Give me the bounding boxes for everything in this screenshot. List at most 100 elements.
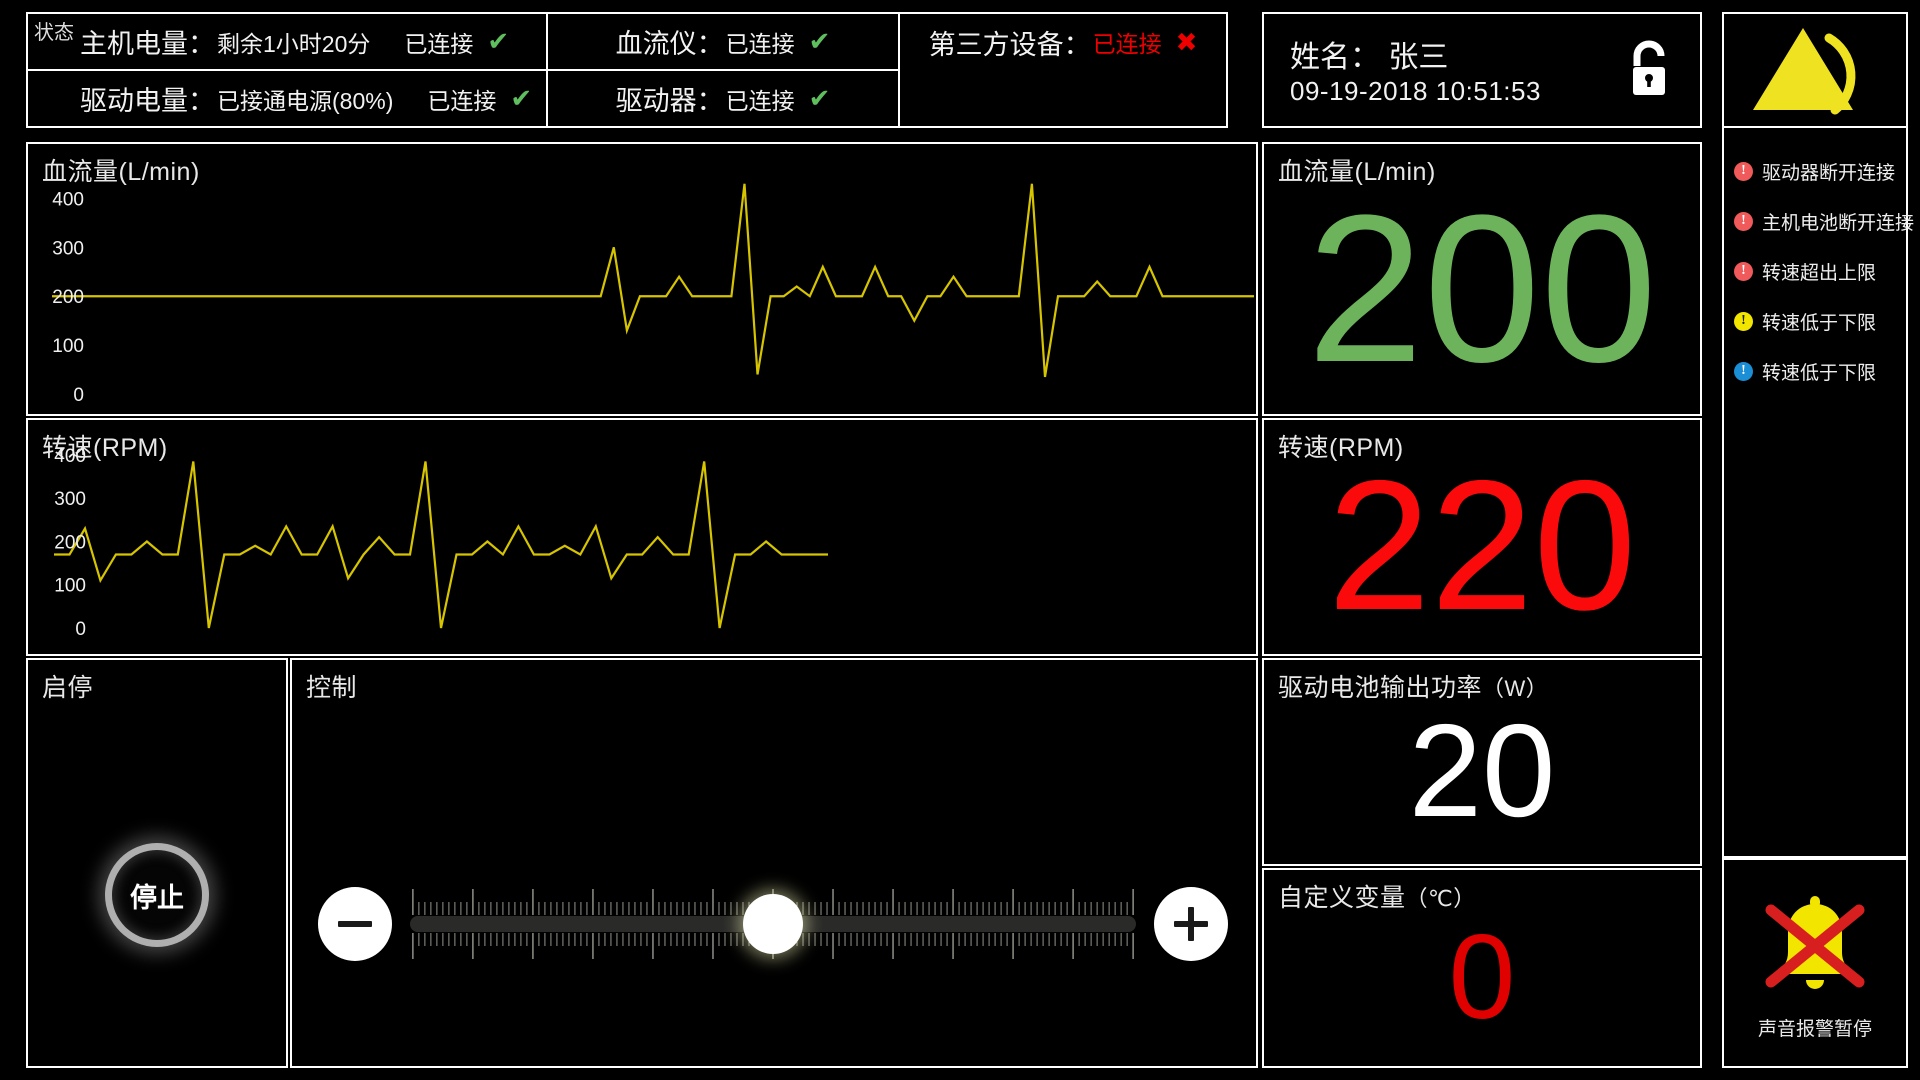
status-row-drive-battery: 驱动电量： 已接通电源(80%) 已连接 ✔ — [28, 71, 546, 126]
status-key: 血流仪： — [615, 29, 724, 59]
blood-flow-waveform-title: 血流量(L/min) — [42, 158, 200, 186]
status-connection: 已连接 — [404, 30, 474, 57]
control-panel: 控制 — [290, 658, 1258, 1068]
unlocked-padlock-icon[interactable] — [1626, 40, 1672, 100]
speed-slider[interactable] — [410, 869, 1136, 979]
alarm-level-icon-medium: ! — [1734, 311, 1753, 331]
increase-button[interactable] — [1154, 887, 1228, 961]
drive-battery-power-panel: 驱动电池输出功率（W） 20 — [1262, 658, 1702, 866]
power-title-unit: （W） — [1482, 676, 1549, 701]
status-key: 主机电量： — [80, 29, 215, 59]
svg-text:300: 300 — [54, 489, 86, 510]
status-connection: 已连接 — [427, 87, 497, 114]
svg-text:0: 0 — [75, 619, 86, 640]
alarm-list-item[interactable]: ! 转速超出上限 — [1724, 246, 1906, 296]
status-key: 驱动电量： — [80, 86, 215, 116]
blood-flow-waveform-chart — [28, 144, 1256, 414]
alarm-list-item[interactable]: ! 驱动器断开连接 — [1724, 146, 1906, 196]
decrease-button[interactable] — [318, 887, 392, 961]
blood-flow-y-axis: 0 100 200 300 400 — [52, 189, 84, 406]
speed-slider-row — [292, 864, 1256, 984]
svg-text:100: 100 — [52, 336, 84, 357]
alarm-label: 转速低于下限 — [1762, 362, 1877, 384]
alarm-label: 驱动器断开连接 — [1762, 162, 1896, 184]
alarm-level-icon-high: ! — [1734, 161, 1753, 181]
status-check-icon: ✔ — [510, 83, 533, 113]
alarm-items: ! 驱动器断开连接 ! 主机电池断开连接 ! 转速超出上限 ! 转速低于下限 !… — [1724, 146, 1914, 396]
status-section-label: 状态 — [34, 22, 74, 44]
status-check-icon: ✔ — [487, 26, 510, 56]
status-column-thirdparty: 第三方设备： 已连接 ✖ — [900, 14, 1226, 126]
temp-title-unit: （℃） — [1405, 886, 1476, 911]
warning-triangle-bell-icon[interactable] — [1724, 14, 1906, 126]
svg-text:400: 400 — [54, 446, 86, 467]
drive-battery-power-value: 20 — [1408, 696, 1556, 844]
alarm-mute-button[interactable]: 声音报警暂停 — [1724, 860, 1906, 1066]
bell-muted-icon — [1765, 895, 1865, 989]
custom-variable-title: 自定义变量（℃） — [1278, 878, 1476, 914]
svg-text:400: 400 — [52, 189, 84, 210]
svg-text:200: 200 — [54, 533, 86, 554]
status-column-power: 主机电量： 剩余1小时20分 已连接 ✔ 驱动电量： 已接通电源(80%) 已连… — [28, 14, 548, 126]
status-check-icon: ✔ — [808, 26, 831, 56]
drive-battery-power-title: 驱动电池输出功率（W） — [1278, 668, 1548, 704]
status-value: 剩余1小时20分 — [217, 30, 371, 57]
alarm-label: 转速超出上限 — [1762, 262, 1877, 284]
status-value: 已连接 — [725, 30, 795, 57]
status-block: 状态 主机电量： 剩余1小时20分 已连接 ✔ 驱动电量： 已接通电源(80%)… — [26, 12, 1228, 128]
status-row-driver: 驱动器： 已连接 ✔ — [548, 71, 898, 126]
control-label: 控制 — [306, 674, 358, 702]
rpm-value: 220 — [1327, 442, 1637, 649]
alarm-label: 转速低于下限 — [1762, 312, 1877, 334]
start-stop-label: 启停 — [42, 674, 94, 702]
svg-text:200: 200 — [52, 287, 84, 308]
slider-thumb[interactable] — [743, 894, 803, 954]
alarm-list-item[interactable]: ! 转速低于下限 — [1724, 296, 1906, 346]
alarm-list-item[interactable]: ! 主机电池断开连接 — [1724, 196, 1914, 246]
svg-text:100: 100 — [54, 576, 86, 597]
rpm-value-panel: 转速(RPM) 220 — [1262, 418, 1702, 656]
rpm-waveform-title: 转速(RPM) — [42, 434, 168, 462]
stop-button[interactable]: 停止 — [105, 843, 209, 948]
temp-title-text: 自定义变量 — [1278, 884, 1406, 912]
status-row-empty — [900, 70, 1226, 126]
blood-flow-value: 200 — [1306, 170, 1658, 406]
custom-variable-value: 0 — [1448, 910, 1516, 1044]
status-row-thirdparty: 第三方设备： 已连接 ✖ — [900, 14, 1226, 70]
stop-button-label: 停止 — [130, 882, 184, 913]
alarm-mute-panel[interactable]: 声音报警暂停 — [1722, 858, 1908, 1068]
svg-text:0: 0 — [73, 385, 84, 406]
alarm-level-icon-high: ! — [1734, 261, 1753, 281]
status-check-icon: ✔ — [808, 83, 831, 113]
status-key: 第三方设备： — [928, 29, 1091, 60]
svg-text:300: 300 — [52, 238, 84, 259]
alarm-list-panel: ! 驱动器断开连接 ! 主机电池断开连接 ! 转速超出上限 ! 转速低于下限 !… — [1722, 128, 1914, 858]
rpm-waveform-chart — [28, 420, 1256, 654]
status-value: 已接通电源(80%) — [217, 87, 394, 114]
blood-flow-waveform-panel: 血流量(L/min) 0 100 200 300 400 — [26, 142, 1258, 416]
alarm-level-icon-low: ! — [1734, 361, 1753, 381]
alarm-indicator-panel[interactable] — [1722, 12, 1908, 128]
status-column-devices: 血流仪： 已连接 ✔ 驱动器： 已连接 ✔ — [548, 14, 900, 126]
alarm-level-icon-high: ! — [1734, 211, 1753, 231]
blood-flow-value-panel: 血流量(L/min) 200 — [1262, 142, 1702, 416]
rpm-waveform-panel: 转速(RPM) 0 100 200 300 400 — [26, 418, 1258, 656]
patient-info-panel: 姓名： 张三 09-19-2018 10:51:53 — [1262, 12, 1702, 128]
custom-variable-panel: 自定义变量（℃） 0 — [1262, 868, 1702, 1068]
rpm-y-axis: 0 100 200 300 400 — [54, 446, 86, 640]
status-row-host-battery: 主机电量： 剩余1小时20分 已连接 ✔ — [28, 14, 546, 71]
status-key: 驱动器： — [615, 86, 724, 116]
status-cross-icon: ✖ — [1175, 26, 1198, 57]
blood-flow-value-title: 血流量(L/min) — [1278, 158, 1436, 186]
power-title-text: 驱动电池输出功率 — [1278, 674, 1483, 702]
status-value: 已连接 — [1092, 31, 1162, 57]
start-stop-panel: 启停 停止 — [26, 658, 288, 1068]
alarm-mute-label: 声音报警暂停 — [1757, 1018, 1872, 1040]
alarm-label: 主机电池断开连接 — [1762, 212, 1915, 234]
status-value: 已连接 — [725, 87, 795, 114]
minus-icon — [338, 921, 372, 927]
datetime-display: 09-19-2018 10:51:53 — [1290, 76, 1541, 106]
plus-icon-vertical — [1188, 907, 1194, 941]
alarm-list-item[interactable]: ! 转速低于下限 — [1724, 346, 1906, 396]
